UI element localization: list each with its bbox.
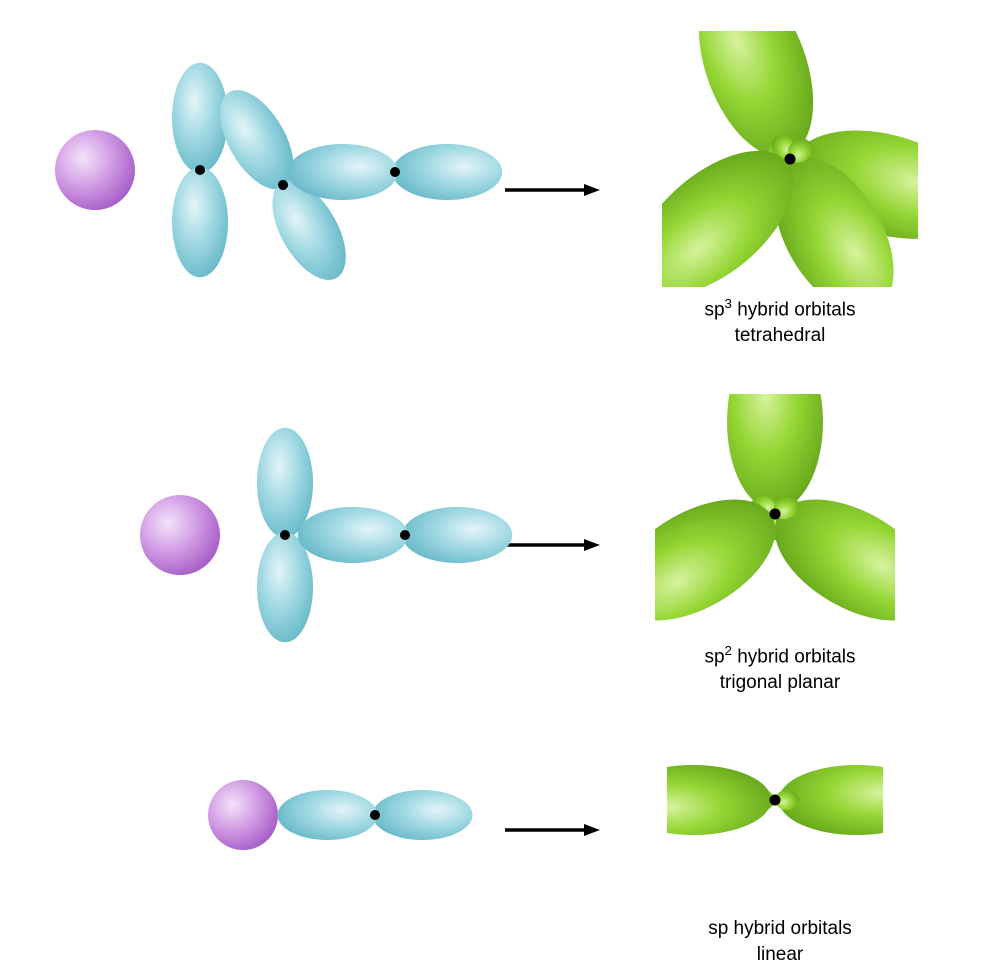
caption-sp2: sp2 hybrid orbitalstrigonal planar	[704, 642, 855, 696]
p-orbital	[274, 51, 516, 293]
caption-sp: sp hybrid orbitalslinear	[708, 916, 852, 967]
hybrid-orbitals-group: sp2 hybrid orbitalstrigonal planar	[600, 394, 960, 696]
p-orbital	[284, 414, 526, 656]
hybrid-orbital	[655, 394, 895, 634]
hybrid-orbitals-group: sp3 hybrid orbitalstetrahedral	[600, 31, 960, 349]
atomic-orbitals-group	[0, 30, 500, 350]
caption-line1: sp hybrid orbitals	[708, 916, 852, 942]
atomic-orbitals-group	[0, 740, 500, 920]
atomic-orbitals-group	[0, 395, 500, 695]
hybrid-orbitals-group: sp hybrid orbitalslinear	[600, 692, 960, 967]
caption-line1: sp2 hybrid orbitals	[704, 642, 855, 670]
arrow-icon	[500, 815, 600, 845]
hybridization-row-sp2: sp2 hybrid orbitalstrigonal planar	[0, 395, 1000, 695]
hybrid-orbital	[667, 692, 883, 908]
caption-line1: sp3 hybrid orbitals	[704, 295, 855, 323]
hybridization-row-sp: sp hybrid orbitalslinear	[0, 740, 1000, 920]
p-orbital	[265, 705, 485, 925]
arrow-wrap	[500, 815, 600, 845]
caption-sp3: sp3 hybrid orbitalstetrahedral	[704, 295, 855, 349]
hybrid-orbital	[662, 31, 918, 287]
caption-line2: tetrahedral	[704, 323, 855, 349]
hybridization-row-sp3: sp3 hybrid orbitalstetrahedral	[0, 30, 1000, 350]
caption-line2: linear	[708, 942, 852, 968]
